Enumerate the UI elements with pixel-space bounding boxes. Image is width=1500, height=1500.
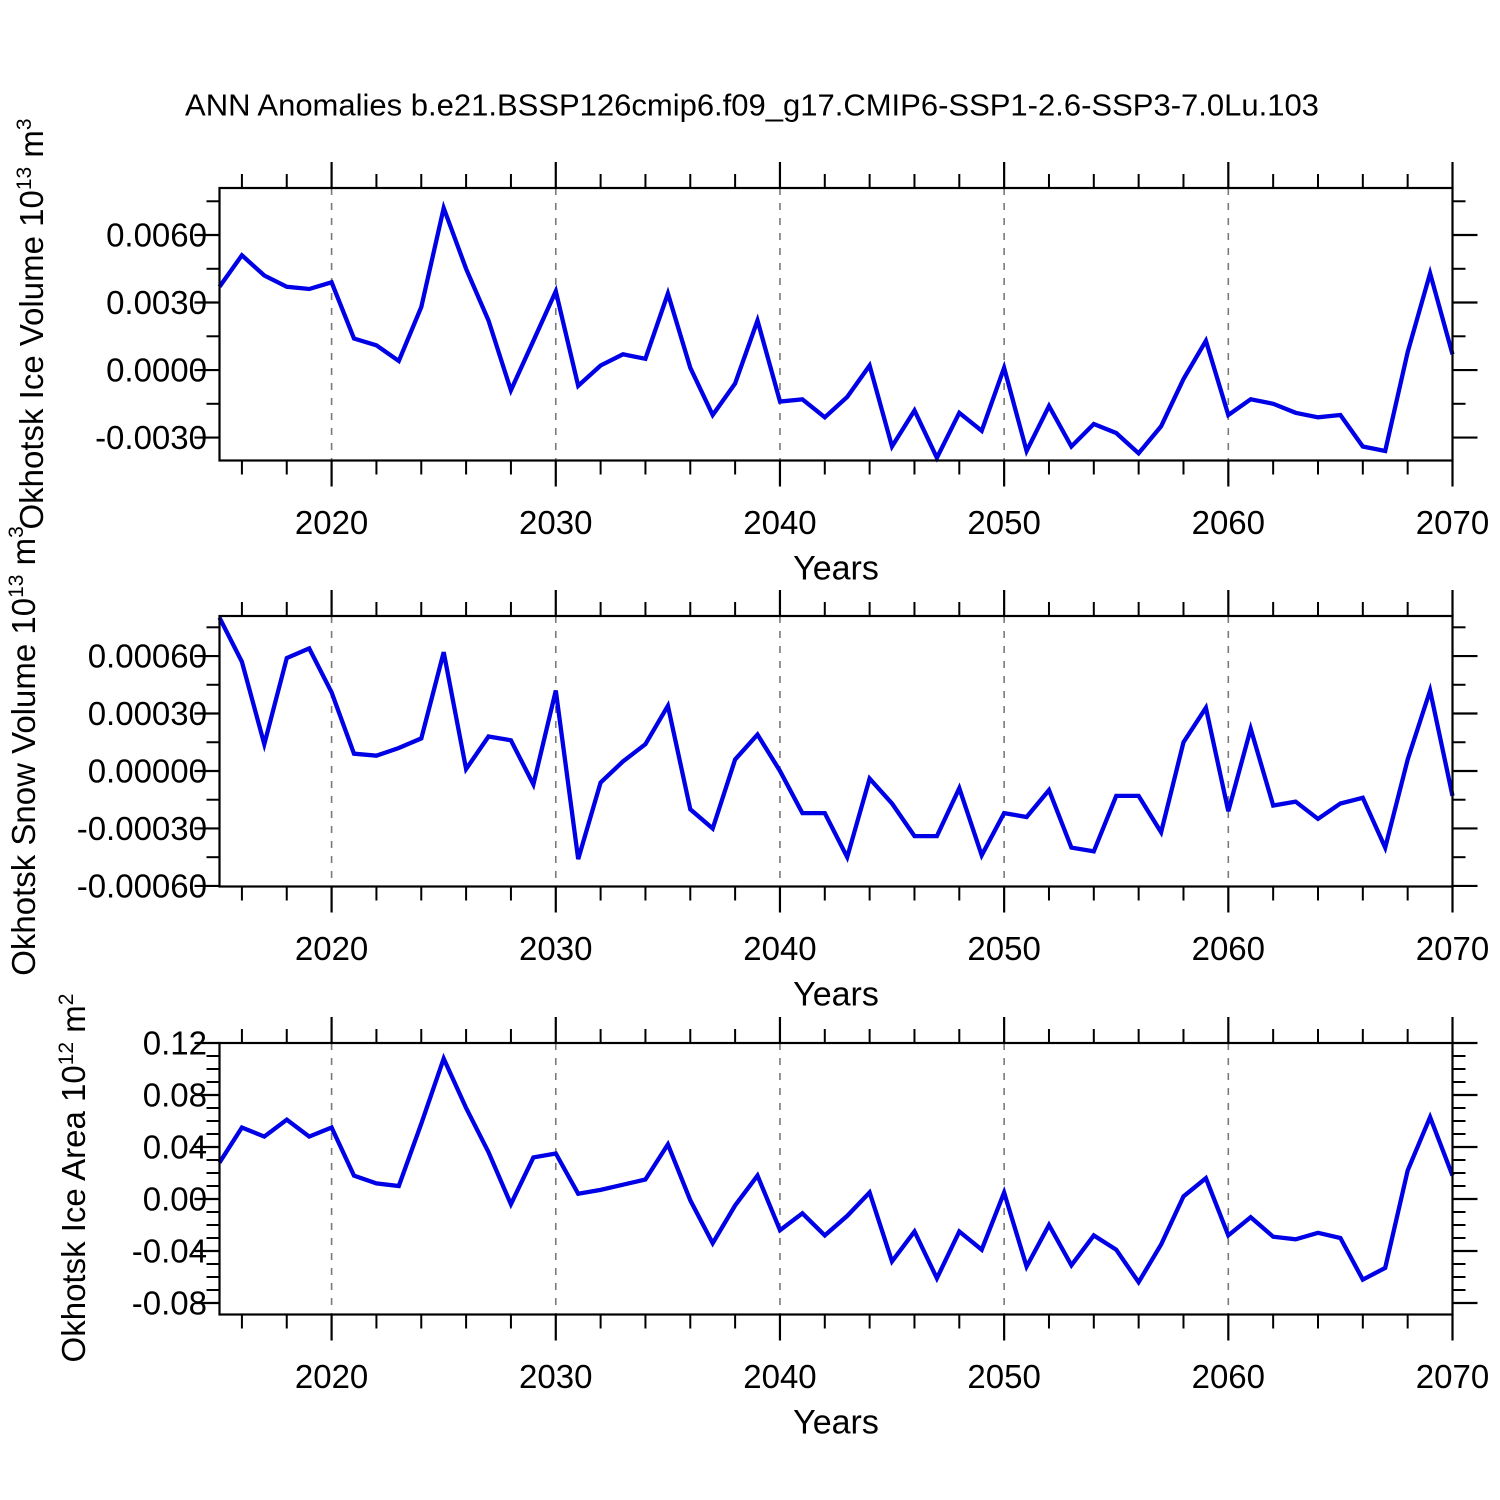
y-tick-label-0.0030: 0.0030: [106, 284, 207, 321]
okhotsk-ice-volume-plot-box: [218, 186, 1454, 462]
x-tick-label-2050: 2050: [967, 930, 1040, 967]
y-tick-label-0.12: 0.12: [143, 1025, 207, 1062]
y-axis-title-unit: m: [13, 130, 50, 167]
y-axis-title-ice-area: Okhotsk Ice Area 1012 m2: [55, 994, 93, 1363]
y-axis-title-exponent: 13: [5, 574, 28, 598]
x-tick-label-2060: 2060: [1192, 504, 1265, 541]
panels-group: 2020 2030 2040 2050 2060 2070 Years 0.0060 0.003…: [77, 162, 1489, 1442]
x-tick-label-2040: 2040: [743, 504, 816, 541]
y-tick-label-0.0060: 0.0060: [106, 217, 207, 254]
y-tick-label--0.00030: -0.00030: [77, 810, 207, 847]
x-tick-label-2030: 2030: [519, 504, 592, 541]
y-axis-title-unit-exponent: 3: [13, 118, 36, 131]
x-tick-label-2050: 2050: [967, 504, 1040, 541]
okhotsk-ice-area-plot-box: [218, 1041, 1454, 1316]
y-axis-title-unit: m: [5, 537, 42, 575]
x-tick-label-2070: 2070: [1416, 930, 1489, 967]
okhotsk-ice-area-line: [217, 1052, 1455, 1287]
y-tick-label-0.00060: 0.00060: [88, 638, 207, 675]
x-tick-label-2070: 2070: [1416, 1358, 1489, 1395]
x-tick-label-2020: 2020: [295, 930, 368, 967]
okhotsk-snow-volume-plot-box: [218, 614, 1454, 888]
x-tick-label-2030: 2030: [519, 1358, 592, 1395]
x-tick-label-2060: 2060: [1192, 930, 1265, 967]
y-axis-title-unit-exponent: 3: [5, 526, 28, 538]
x-tick-label-2030: 2030: [519, 930, 592, 967]
y-axis-title-unit: m: [55, 1005, 92, 1042]
x-tick-label-2070: 2070: [1416, 504, 1489, 541]
x-tick-label-2050: 2050: [967, 1358, 1040, 1395]
y-tick-label--0.08: -0.08: [132, 1284, 207, 1321]
x-tick-label-2060: 2060: [1192, 1358, 1265, 1395]
y-axis-title-exponent: 12: [55, 1041, 78, 1066]
y-tick-label-0.04: 0.04: [143, 1128, 207, 1165]
x-axis-title-years: Years: [793, 976, 879, 1014]
x-tick-label-2020: 2020: [295, 504, 368, 541]
y-axis-title-exponent: 13: [13, 166, 36, 191]
y-axis-title-text: Okhotsk Ice Volume 10: [13, 190, 50, 530]
y-tick-label--0.00060: -0.00060: [77, 867, 207, 904]
y-axis-title-unit-exponent: 2: [55, 993, 78, 1006]
x-tick-label-2020: 2020: [295, 1358, 368, 1395]
chart-title: ANN Anomalies b.e21.BSSP126cmip6.f09_g17…: [185, 88, 1319, 123]
okhotsk-snow-volume-line: [217, 616, 1455, 864]
y-tick-label-0.00: 0.00: [143, 1180, 207, 1217]
y-tick-label-0.0000: 0.0000: [106, 352, 207, 389]
y-axis-title-text: Okhotsk Snow Volume 10: [5, 597, 42, 976]
x-tick-label-2040: 2040: [743, 930, 816, 967]
y-axis-title-ice-volume: Okhotsk Ice Volume 1013 m3: [13, 118, 51, 529]
y-tick-label--0.0030: -0.0030: [95, 419, 207, 456]
x-axis-title-years: Years: [793, 1404, 879, 1442]
x-tick-label-2040: 2040: [743, 1358, 816, 1395]
y-tick-label--0.04: -0.04: [132, 1232, 207, 1269]
y-tick-label-0.00000: 0.00000: [88, 752, 207, 789]
y-axis-title-snow-volume: Okhotsk Snow Volume 1013 m3: [5, 526, 43, 976]
y-tick-label-0.00030: 0.00030: [88, 695, 207, 732]
y-axis-title-text: Okhotsk Ice Area 10: [55, 1065, 92, 1363]
y-tick-label-0.08: 0.08: [143, 1076, 207, 1113]
okhotsk-ice-volume-line: [217, 200, 1455, 463]
x-axis-title-years: Years: [793, 550, 879, 588]
